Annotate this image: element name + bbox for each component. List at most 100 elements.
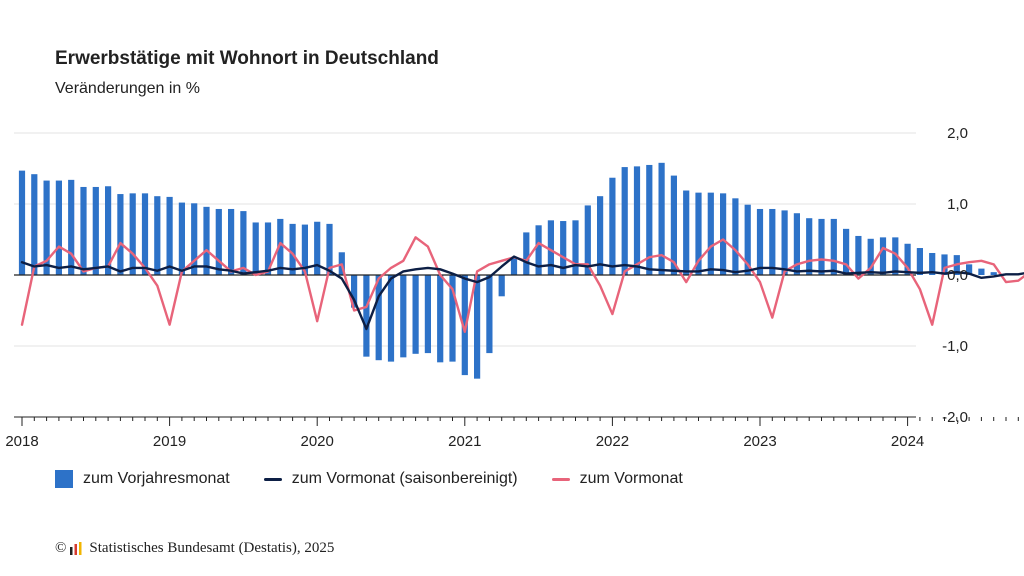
y-tick-label: 2,0 bbox=[947, 125, 968, 142]
bar bbox=[240, 211, 247, 275]
bar bbox=[141, 193, 149, 275]
bar bbox=[437, 275, 444, 363]
legend-swatch-bar bbox=[55, 470, 73, 488]
bar bbox=[781, 210, 788, 275]
bar bbox=[68, 179, 75, 275]
bar bbox=[203, 206, 210, 275]
bar bbox=[695, 192, 702, 275]
copyright-symbol: © bbox=[55, 540, 67, 556]
bar bbox=[387, 275, 395, 362]
bar bbox=[351, 275, 358, 308]
bar bbox=[289, 223, 296, 275]
bar bbox=[191, 203, 198, 275]
bar bbox=[535, 225, 542, 275]
bar bbox=[474, 275, 481, 379]
bar bbox=[523, 232, 530, 275]
bar bbox=[498, 275, 505, 297]
bar bbox=[92, 186, 99, 275]
label-layer: 2,0 1,0 0,0 -1,0 -2,0 2018 2019 2020 2021 2022 202… bbox=[5, 125, 968, 450]
bar bbox=[830, 218, 837, 275]
bar bbox=[584, 205, 591, 275]
bar bbox=[264, 222, 272, 275]
x-tick-label: 2022 bbox=[596, 433, 629, 450]
bar bbox=[166, 196, 173, 275]
bar bbox=[707, 192, 714, 275]
line-layer bbox=[20, 236, 1024, 333]
bar bbox=[683, 190, 690, 275]
bar bbox=[461, 275, 468, 376]
bar bbox=[720, 193, 727, 275]
bar bbox=[633, 166, 641, 275]
bar bbox=[55, 180, 62, 275]
bar bbox=[560, 221, 567, 275]
bar bbox=[424, 275, 431, 354]
bar bbox=[154, 196, 161, 275]
bar bbox=[855, 235, 862, 275]
bar bbox=[301, 224, 308, 275]
destatis-logo-icon bbox=[70, 542, 82, 555]
bar bbox=[43, 180, 50, 275]
legend-swatch-monthly bbox=[551, 477, 570, 481]
bar bbox=[732, 198, 739, 275]
chart-subtitle: Veränderungen in % bbox=[55, 80, 200, 97]
bar bbox=[547, 220, 554, 275]
bar bbox=[756, 208, 764, 275]
legend-label-vorjahresmonat: zum Vorjahresmonat bbox=[83, 470, 230, 487]
x-tick-label: 2019 bbox=[153, 433, 186, 450]
bar bbox=[744, 204, 751, 275]
bar bbox=[769, 208, 776, 275]
y-tick-label: -1,0 bbox=[942, 338, 968, 355]
bar bbox=[879, 237, 887, 275]
bar bbox=[670, 175, 677, 275]
bar bbox=[228, 208, 235, 275]
bar bbox=[806, 218, 813, 275]
bar bbox=[129, 193, 136, 275]
bar bbox=[929, 252, 936, 275]
bar bbox=[326, 223, 333, 275]
bar bbox=[867, 238, 874, 275]
bar bbox=[486, 275, 493, 354]
bar bbox=[892, 237, 899, 275]
x-tick-label: 2020 bbox=[301, 433, 334, 450]
bar bbox=[609, 177, 616, 275]
bar bbox=[621, 167, 628, 275]
bar bbox=[18, 170, 26, 275]
bar bbox=[31, 174, 38, 275]
bar bbox=[818, 218, 825, 275]
legend-label-saisonbereinigt: zum Vormonat (saisonbereinigt) bbox=[291, 470, 518, 487]
bar bbox=[252, 222, 259, 275]
bar bbox=[400, 275, 407, 358]
legend: zum Vorjahresmonat zum Vormonat (saisonb… bbox=[55, 470, 717, 488]
bar bbox=[941, 254, 948, 275]
legend-item-vorjahresmonat[interactable]: zum Vorjahresmonat bbox=[55, 470, 230, 488]
bar bbox=[178, 202, 185, 275]
bar bbox=[597, 196, 604, 275]
bar bbox=[904, 243, 911, 275]
legend-label-vormonat: zum Vormonat bbox=[579, 470, 683, 487]
axis-layer bbox=[14, 274, 1019, 426]
legend-item-saisonbereinigt[interactable]: zum Vormonat (saisonbereinigt) bbox=[263, 470, 518, 488]
x-tick-label: 2021 bbox=[448, 433, 481, 450]
legend-item-vormonat[interactable]: zum Vormonat bbox=[551, 470, 683, 488]
y-tick-label: 0,0 bbox=[947, 267, 968, 284]
bar bbox=[843, 228, 850, 275]
bar bbox=[572, 220, 579, 275]
bar bbox=[966, 264, 973, 275]
bar bbox=[449, 275, 456, 362]
bar bbox=[510, 257, 518, 275]
y-tick-label: -2,0 bbox=[942, 409, 968, 426]
bar bbox=[990, 272, 997, 275]
x-tick-label: 2023 bbox=[743, 433, 776, 450]
bar-layer bbox=[18, 162, 1022, 379]
bar bbox=[105, 186, 112, 275]
source-footer: © Statistisches Bundesamt (Destatis), 20… bbox=[55, 540, 334, 557]
series-line-saisonbereinigt bbox=[20, 255, 1024, 331]
bar bbox=[978, 268, 985, 275]
y-tick-label: 1,0 bbox=[947, 196, 968, 213]
legend-swatch-seasonal bbox=[263, 477, 282, 481]
chart-plot: 2,0 1,0 0,0 -1,0 -2,0 2018 2019 2020 2021 2022 202… bbox=[5, 125, 1024, 450]
bar bbox=[117, 194, 124, 275]
bar bbox=[215, 208, 222, 275]
bar bbox=[314, 221, 321, 275]
bar bbox=[375, 275, 382, 361]
